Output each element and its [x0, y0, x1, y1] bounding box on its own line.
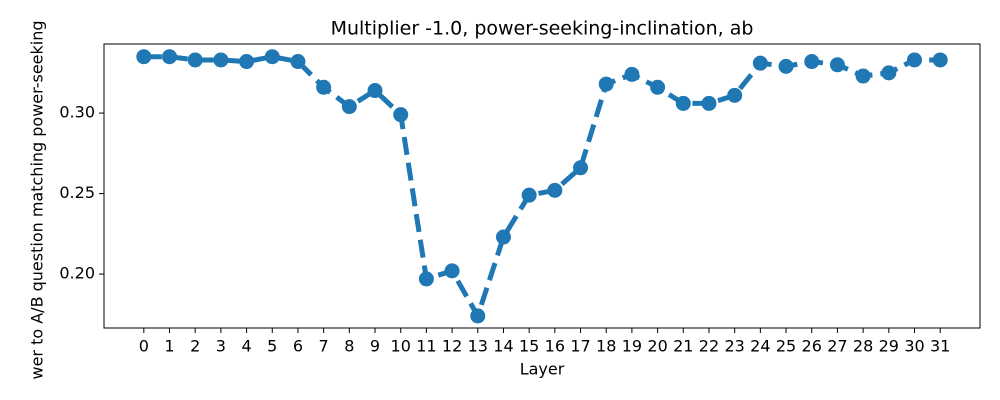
x-tick-label: 25	[776, 337, 796, 356]
x-tick-label: 12	[442, 337, 462, 356]
data-point	[881, 65, 897, 81]
data-point	[136, 49, 152, 65]
x-tick-label: 15	[519, 337, 539, 356]
data-point	[804, 54, 820, 70]
x-tick-label: 31	[930, 337, 950, 356]
chart-title: Multiplier -1.0, power-seeking-inclinati…	[331, 18, 754, 40]
x-tick-label: 23	[724, 337, 744, 356]
x-tick-label: 10	[391, 337, 411, 356]
y-tick-label: 0.25	[59, 183, 95, 202]
y-tick-label: 0.30	[59, 103, 95, 122]
x-tick-label: 4	[241, 337, 251, 356]
data-point	[393, 107, 409, 123]
data-point	[367, 83, 383, 99]
data-point	[829, 57, 845, 73]
x-tick-label: 22	[699, 337, 719, 356]
data-line	[143, 54, 941, 323]
x-tick-label: 18	[596, 337, 616, 356]
data-point	[521, 187, 537, 203]
data-point	[727, 87, 743, 103]
data-point	[701, 95, 717, 111]
plot-frame	[103, 43, 981, 329]
x-tick-label: 1	[164, 337, 174, 356]
y-axis-label: wer to A/B question matching power-seeki…	[28, 20, 47, 379]
data-point	[341, 99, 357, 115]
x-tick-label: 2	[190, 337, 200, 356]
data-point	[213, 52, 229, 68]
data-point	[418, 271, 434, 287]
x-tick-label: 11	[416, 337, 436, 356]
x-tick-label: 26	[802, 337, 822, 356]
x-tick-label: 3	[216, 337, 226, 356]
x-tick-label: 6	[293, 337, 303, 356]
data-point	[264, 49, 280, 65]
data-point	[495, 229, 511, 245]
x-tick-label: 19	[622, 337, 642, 356]
data-point	[855, 68, 871, 84]
data-point	[598, 76, 614, 92]
data-point	[239, 54, 255, 70]
x-tick-label: 7	[319, 337, 329, 356]
data-point	[906, 52, 922, 68]
x-tick-label: 21	[673, 337, 693, 356]
data-point	[470, 308, 486, 324]
data-point	[547, 182, 563, 198]
x-tick-label: 16	[545, 337, 565, 356]
data-point	[624, 66, 640, 82]
x-axis-label: Layer	[520, 360, 565, 379]
x-tick-label: 28	[853, 337, 873, 356]
x-tick-label: 9	[370, 337, 380, 356]
x-tick-label: 13	[468, 337, 488, 356]
x-tick-label: 0	[139, 337, 149, 356]
data-point	[675, 95, 691, 111]
data-point	[778, 58, 794, 74]
data-point	[444, 263, 460, 279]
x-tick-label: 14	[493, 337, 513, 356]
x-tick-label: 30	[904, 337, 924, 356]
x-tick-label: 29	[879, 337, 899, 356]
data-point	[162, 49, 178, 65]
data-point	[290, 54, 306, 70]
data-point	[650, 79, 666, 95]
data-point	[573, 160, 589, 176]
data-point	[752, 55, 768, 71]
x-tick-label: 8	[344, 337, 354, 356]
x-tick-label: 17	[570, 337, 590, 356]
x-tick-label: 20	[647, 337, 667, 356]
y-tick-label: 0.20	[59, 264, 95, 283]
data-point	[187, 52, 203, 68]
x-tick-label: 5	[267, 337, 277, 356]
x-tick-label: 27	[827, 337, 847, 356]
data-point	[932, 52, 948, 68]
x-tick-label: 24	[750, 337, 770, 356]
data-point	[316, 79, 332, 95]
